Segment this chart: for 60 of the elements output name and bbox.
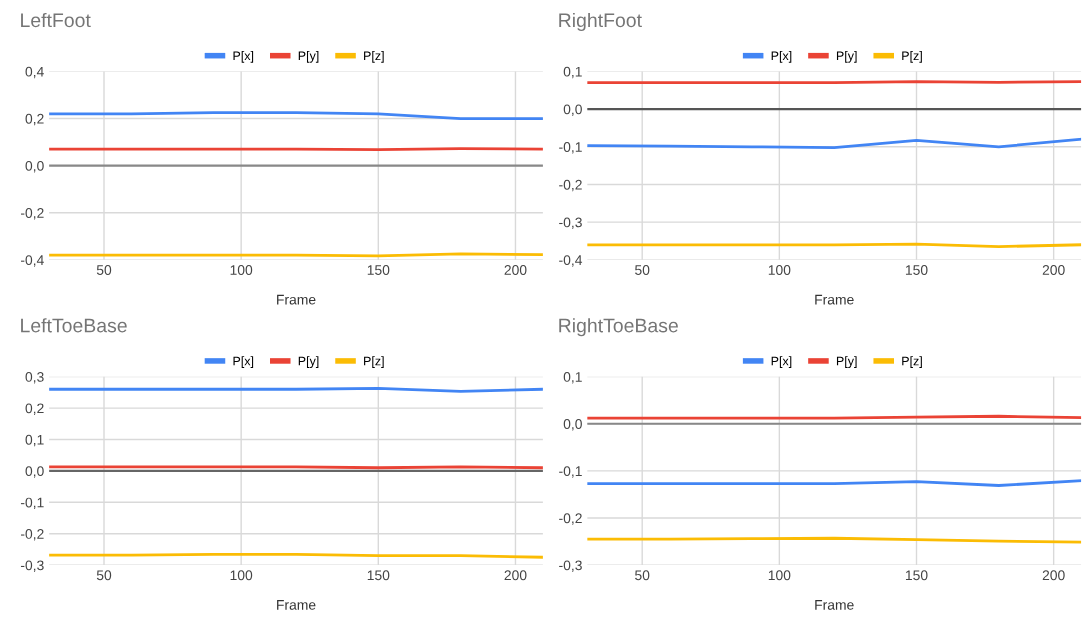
x-tick-label: 50 <box>96 570 112 581</box>
legend-label: P[x] <box>771 50 792 63</box>
x-axis-title: Frame <box>277 294 316 305</box>
y-tick-label: 0,2 <box>25 403 44 415</box>
legend-label: P[y] <box>836 50 857 63</box>
chart-title: LeftToeBase <box>21 318 127 333</box>
legend-label: P[y] <box>298 50 319 63</box>
x-tick-label: 50 <box>635 570 650 581</box>
y-tick-label: 0,0 <box>25 466 44 478</box>
line-series <box>587 137 1082 149</box>
y-tick-label: 0,0 <box>563 419 582 431</box>
y-tick-label: 0,1 <box>25 434 44 447</box>
y-tick-label: 0,0 <box>563 104 582 116</box>
y-tick-label: -0,3 <box>559 217 582 229</box>
y-tick-label: -0,1 <box>20 497 44 510</box>
x-axis-title: Frame <box>277 600 316 610</box>
y-tick-label: -0,1 <box>559 466 582 478</box>
x-tick-label: 150 <box>905 570 928 581</box>
x-tick-label: 150 <box>905 265 928 275</box>
x-tick-label: 100 <box>768 265 791 275</box>
legend-label: P[y] <box>836 356 857 368</box>
x-tick-label: 200 <box>504 265 527 275</box>
x-tick-label: 200 <box>504 570 527 581</box>
y-tick-label: -0,2 <box>559 513 582 525</box>
legend-label: P[x] <box>233 356 254 368</box>
legend-label: P[z] <box>364 356 384 368</box>
chart-title: RightToeBase <box>559 318 678 337</box>
x-axis-title: Frame <box>815 294 854 305</box>
legend-label: P[x] <box>771 356 792 368</box>
y-tick-label: -0,2 <box>20 208 44 220</box>
y-tick-label: -0,2 <box>559 179 582 192</box>
x-tick-label: 200 <box>1042 265 1065 275</box>
y-tick-label: 0,3 <box>25 372 44 384</box>
y-tick-label: 0,0 <box>25 160 44 173</box>
x-tick-label: 50 <box>96 265 112 275</box>
y-tick-label: -0,1 <box>559 142 582 154</box>
y-tick-label: -0,4 <box>20 255 44 267</box>
legend-label: P[z] <box>364 50 384 63</box>
y-tick-label: 0,1 <box>563 66 582 79</box>
x-tick-label: 200 <box>1042 570 1065 581</box>
x-tick-label: 150 <box>367 570 390 581</box>
y-tick-label: -0,3 <box>559 560 582 572</box>
x-tick-label: 100 <box>230 570 253 581</box>
legend-label: P[y] <box>298 356 319 368</box>
chart-title: RightFoot <box>559 12 642 32</box>
chart-title: LeftFoot <box>21 12 91 28</box>
x-tick-label: 100 <box>230 265 253 275</box>
legend-label: P[z] <box>902 50 922 63</box>
y-tick-label: -0,3 <box>20 560 44 572</box>
y-tick-label: 0,4 <box>25 66 44 79</box>
legend-label: P[z] <box>902 356 922 368</box>
x-tick-label: 150 <box>367 265 390 275</box>
x-tick-label: 50 <box>635 265 650 275</box>
y-tick-label: -0,4 <box>559 255 583 267</box>
y-tick-label: 0,2 <box>25 113 44 126</box>
legend-label: P[x] <box>233 50 254 63</box>
y-tick-label: -0,2 <box>20 529 44 541</box>
x-axis-title: Frame <box>815 600 854 610</box>
y-tick-label: 0,1 <box>563 372 582 384</box>
x-tick-label: 100 <box>768 570 791 581</box>
